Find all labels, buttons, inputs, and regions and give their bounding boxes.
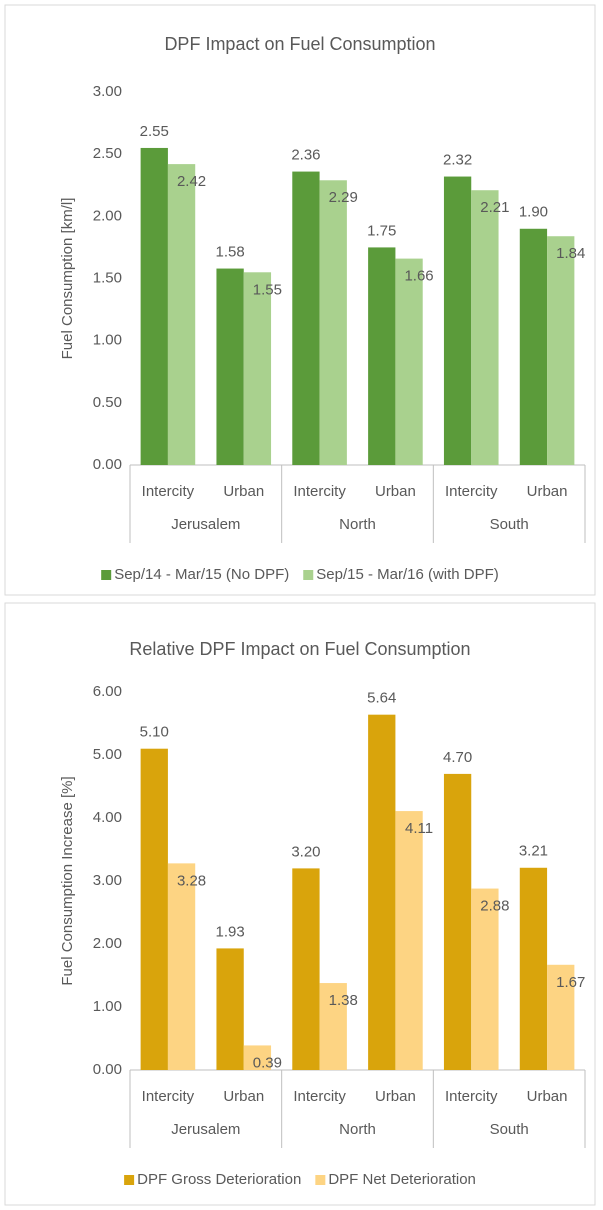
bar: [368, 247, 396, 465]
y-axis-label: Fuel Consumption Increase [%]: [59, 776, 76, 985]
data-label: 1.66: [404, 268, 433, 285]
x-tick-label: Urban: [223, 483, 264, 500]
y-tick-label: 3.00: [93, 83, 122, 100]
data-label: 3.21: [519, 843, 548, 860]
data-label: 2.55: [140, 123, 169, 140]
x-tick-label: Intercity: [293, 1088, 346, 1105]
legend-swatch: [303, 570, 314, 580]
x-tick-label: Intercity: [445, 483, 498, 500]
x-tick-label: Urban: [223, 1088, 264, 1105]
bar: [395, 811, 423, 1070]
group-label: Jerusalem: [171, 516, 240, 533]
bar: [292, 171, 320, 465]
y-tick-label: 3.00: [93, 872, 122, 889]
y-tick-label: 4.00: [93, 809, 122, 826]
data-label: 1.84: [556, 245, 585, 262]
y-tick-label: 2.00: [93, 207, 122, 224]
data-label: 2.32: [443, 152, 472, 169]
group-label: Jerusalem: [171, 1121, 240, 1138]
bar: [471, 190, 499, 465]
bar: [292, 868, 320, 1070]
chart-title: Relative DPF Impact on Fuel Consumption: [129, 639, 470, 659]
legend-label: Sep/14 - Mar/15 (No DPF): [114, 566, 289, 583]
x-tick-label: Urban: [375, 1088, 416, 1105]
data-label: 2.36: [291, 147, 320, 164]
data-label: 0.39: [253, 1054, 282, 1071]
legend-label: DPF Net Deterioration: [328, 1171, 476, 1188]
y-tick-label: 1.00: [93, 332, 122, 349]
group-label: South: [490, 1121, 529, 1138]
bar: [167, 164, 196, 465]
y-tick-label: 2.00: [93, 935, 122, 952]
y-tick-label: 5.00: [93, 746, 122, 763]
y-tick-label: 6.00: [93, 683, 122, 700]
x-tick-label: Intercity: [142, 483, 195, 500]
bar: [443, 773, 472, 1070]
y-tick-label: 0.50: [93, 394, 122, 411]
legend-swatch: [124, 1175, 135, 1185]
bar: [140, 748, 168, 1070]
bar: [547, 236, 575, 465]
data-label: 5.10: [140, 724, 169, 741]
y-tick-label: 0.00: [93, 1061, 122, 1078]
x-tick-label: Intercity: [445, 1088, 498, 1105]
bar: [319, 983, 347, 1070]
group-label: North: [339, 1121, 376, 1138]
bar: [519, 867, 548, 1070]
data-label: 5.64: [367, 690, 396, 707]
y-tick-label: 1.50: [93, 269, 122, 286]
data-label: 2.29: [329, 189, 358, 206]
bar: [140, 147, 168, 465]
data-label: 1.90: [519, 204, 548, 221]
bar: [243, 1045, 272, 1070]
x-tick-label: Urban: [375, 483, 416, 500]
data-label: 1.55: [253, 281, 282, 298]
data-label: 2.21: [480, 199, 509, 216]
y-axis-label: Fuel Consumption [km/l]: [59, 198, 76, 360]
data-label: 3.20: [291, 843, 320, 860]
bar: [167, 863, 196, 1070]
bar: [319, 180, 347, 465]
data-label: 4.70: [443, 749, 472, 766]
data-label: 1.93: [215, 923, 244, 940]
x-tick-label: Urban: [527, 1088, 568, 1105]
y-tick-label: 1.00: [93, 998, 122, 1015]
data-label: 1.75: [367, 222, 396, 239]
x-tick-label: Urban: [527, 483, 568, 500]
group-label: South: [490, 516, 529, 533]
bar: [243, 272, 272, 465]
data-label: 4.11: [405, 820, 433, 837]
bar: [368, 714, 396, 1070]
data-label: 2.42: [177, 173, 206, 190]
legend-label: DPF Gross Deterioration: [137, 1171, 301, 1188]
bar: [395, 258, 423, 465]
x-tick-label: Intercity: [142, 1088, 195, 1105]
group-label: North: [339, 516, 376, 533]
bar: [547, 964, 575, 1070]
legend-swatch: [101, 570, 112, 580]
legend-swatch: [315, 1175, 326, 1185]
bar: [216, 268, 244, 465]
legend-label: Sep/15 - Mar/16 (with DPF): [316, 566, 499, 583]
chart-title: DPF Impact on Fuel Consumption: [164, 34, 435, 54]
data-label: 3.28: [177, 872, 206, 889]
bar: [443, 176, 472, 465]
y-tick-label: 2.50: [93, 145, 122, 162]
data-label: 1.38: [329, 992, 358, 1009]
bar: [216, 948, 244, 1070]
x-tick-label: Intercity: [293, 483, 346, 500]
y-tick-label: 0.00: [93, 456, 122, 473]
data-label: 1.58: [215, 244, 244, 261]
data-label: 2.88: [480, 898, 509, 915]
bar: [519, 228, 548, 465]
data-label: 1.67: [556, 974, 585, 991]
bar: [471, 888, 499, 1070]
